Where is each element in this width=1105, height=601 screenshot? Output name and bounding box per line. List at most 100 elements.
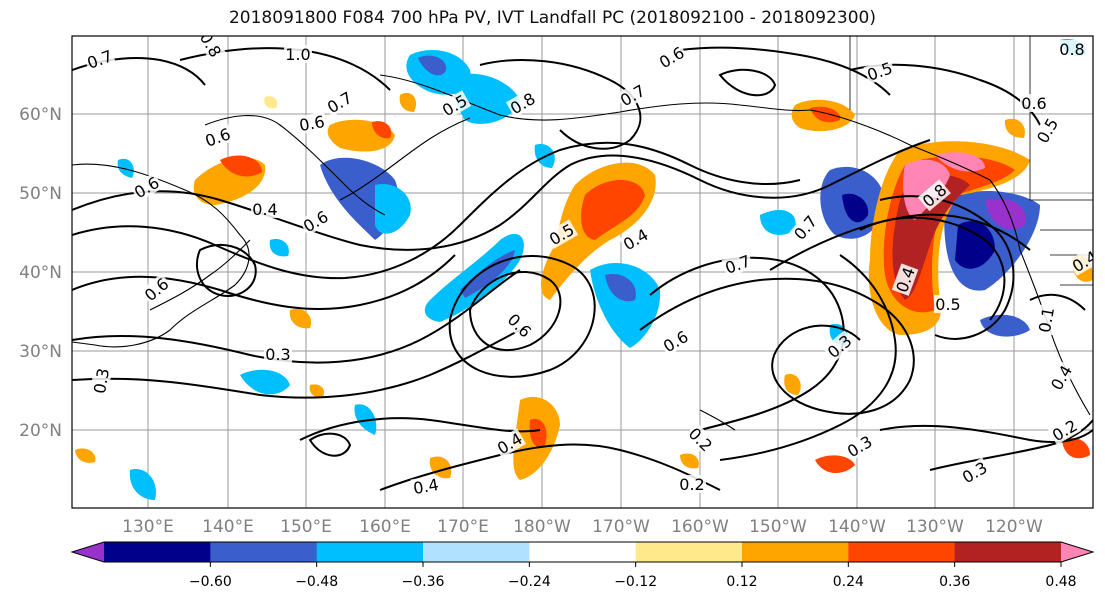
contour-3 (72, 254, 456, 310)
shade-pos-small-5 (1004, 118, 1025, 138)
svg-text:0.5: 0.5 (935, 295, 960, 314)
colorbar-label-8: 0.48 (1045, 574, 1076, 590)
lon-label-9: 140°W (828, 517, 886, 537)
colorbar-label-5: 0.12 (726, 574, 757, 590)
contour-label-38: 0.1 (1034, 304, 1058, 336)
coast-japan (149, 239, 251, 311)
contour-26 (1029, 293, 1086, 311)
colorbar-outline (70, 541, 1095, 563)
svg-text:0.4: 0.4 (412, 475, 440, 498)
colorbar-swatch-8 (848, 542, 956, 562)
shade-neg-pacific-1b (375, 184, 411, 234)
contour-label-15: 0.4 (251, 200, 279, 219)
shade-neg-alaska-core (418, 55, 447, 76)
lon-label-3: 160°E (359, 517, 411, 537)
shade-pos-small-10 (75, 448, 96, 463)
colorbar-swatch-0 (72, 542, 104, 562)
colorbar-swatch-1 (104, 542, 211, 562)
shade-neg-bering (454, 73, 520, 124)
contour-4 (72, 269, 521, 364)
lon-label-5: 180°W (513, 517, 571, 537)
contour-label-0: 0.7 (83, 45, 116, 73)
coastlines (72, 74, 1091, 431)
map-frame (71, 35, 1094, 509)
contour-label-10: 0.6 (1020, 94, 1048, 113)
colorbar-label-7: 0.36 (939, 574, 970, 590)
colorbar-swatch-10 (1061, 542, 1093, 562)
lat-label-4: 20°N (19, 421, 62, 441)
contour-5 (72, 329, 521, 399)
svg-text:0.6: 0.6 (1021, 94, 1046, 113)
contour-1 (72, 139, 931, 251)
shade-pos-small-8 (309, 384, 325, 398)
contour-label-layer: 0.7 0.8 1.00.60.50.70.60.80.50.80.60.50.60… (83, 36, 1093, 498)
contour-label-9: 0.8 (1058, 40, 1086, 59)
svg-text:0.4: 0.4 (252, 200, 277, 219)
shade-pos-central-1b (581, 180, 645, 240)
shade-pos-subtrop-b (529, 418, 547, 448)
latitude-labels: 60°N 50°N 40°N 30°N 20°N (19, 105, 62, 441)
shade-pos-small-1 (289, 308, 312, 329)
colorbar-swatch-7 (742, 542, 849, 562)
lon-label-8: 150°W (749, 517, 807, 537)
contour-17 (299, 417, 541, 441)
contour-8 (639, 277, 915, 415)
contour-label-32: 0.2 (678, 475, 706, 494)
contour-9 (649, 256, 845, 431)
colorbar-swatch-3 (316, 542, 424, 562)
shade-pos-small-9 (680, 453, 699, 469)
shade-pos-small-6 (1062, 438, 1090, 459)
lon-label-2: 150°E (280, 517, 332, 537)
lat-label-3: 30°N (19, 342, 62, 362)
svg-text:0.3: 0.3 (265, 345, 290, 364)
svg-text:0.3: 0.3 (90, 367, 113, 395)
shade-pos-ne-pacific-pink (903, 159, 950, 220)
svg-text:0.6: 0.6 (298, 112, 326, 135)
shade-neg-gulf-core (842, 193, 869, 223)
shade-pos-small-3 (815, 455, 855, 474)
colorbar: −0.60 −0.48 −0.36 −0.24 −0.12 0.12 0.24 0.36 0.4… (70, 541, 1095, 590)
svg-text:1.0: 1.0 (285, 45, 310, 64)
colorbar-swatch-5 (529, 542, 637, 562)
map-title: 2018091800 F084 700 hPa PV, IVT Landfall… (228, 8, 876, 28)
shade-neg-small-3 (129, 469, 156, 500)
contour-15 (929, 419, 1093, 471)
shade-pos-aleutian-r (399, 92, 417, 112)
shading-layer (75, 39, 1093, 500)
shade-neg-small-1 (240, 369, 290, 395)
shade-neg-west-core (955, 221, 995, 269)
shade-neg-small-9 (269, 239, 289, 257)
svg-text:0.1: 0.1 (1035, 306, 1058, 334)
shade-pos-gulf-top-b (810, 106, 841, 123)
shade-neg-small-4 (760, 210, 796, 235)
colorbar-label-4: −0.12 (614, 574, 657, 590)
coast-alaska (379, 74, 991, 181)
contour-label-30: 0.4 (410, 474, 442, 498)
contour-label-12: 0.6 (296, 111, 328, 135)
colorbar-swatch-9 (954, 542, 1062, 562)
shade-pos-small-11 (264, 96, 278, 109)
map-contents: 0.7 0.8 1.00.60.50.70.60.80.50.80.60.50.60… (72, 36, 1093, 508)
colorbar-label-1: −0.48 (295, 574, 338, 590)
lon-label-11: 120°W (985, 517, 1043, 537)
shade-pos-kuroshio-b (220, 155, 262, 177)
contour-label-24: 0.5 (934, 295, 962, 314)
contour-22 (718, 68, 777, 97)
coast-aleutians (339, 117, 471, 201)
contour-16 (379, 443, 721, 491)
shade-neg-small-5 (980, 314, 1030, 337)
lon-label-4: 170°E (437, 517, 489, 537)
shade-neg-small-7 (117, 158, 134, 178)
longitude-labels: 130°E 140°E 150°E 160°E 170°E 180°W 170°W 160°W… (122, 517, 1043, 537)
shade-neg-central-b (605, 274, 636, 302)
coast-kamchatka (204, 115, 386, 216)
shade-pos-small-4 (784, 374, 801, 395)
svg-text:0.2: 0.2 (679, 475, 704, 494)
lon-label-10: 130°W (906, 517, 964, 537)
contour-6 (468, 270, 562, 351)
svg-text:0.8: 0.8 (1059, 40, 1084, 59)
lat-label-1: 50°N (19, 184, 62, 204)
colorbar-swatch-4 (423, 542, 530, 562)
lon-label-7: 160°W (671, 517, 729, 537)
